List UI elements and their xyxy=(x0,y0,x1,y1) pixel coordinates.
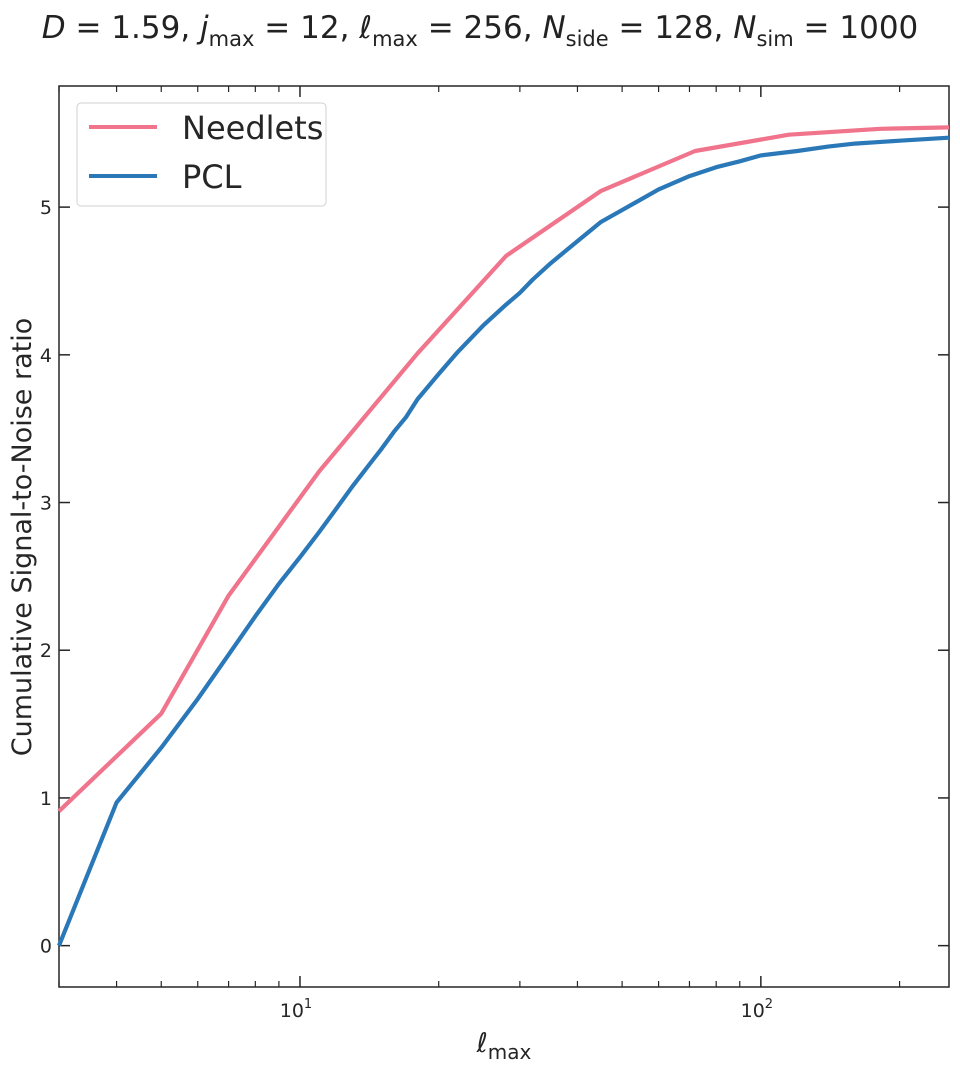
legend-label-needlets: Needlets xyxy=(182,109,323,147)
x-tick-label: 101 xyxy=(280,997,312,1022)
y-axis-label: Cumulative Signal-to-Noise ratio xyxy=(7,318,38,756)
title-nside-value: 128 xyxy=(654,10,713,46)
y-tick-label: 3 xyxy=(40,493,52,515)
title-nsim-value: 1000 xyxy=(839,10,918,46)
series-layer xyxy=(57,125,950,947)
legend: Needlets PCL xyxy=(76,102,327,207)
y-tick-label: 0 xyxy=(40,936,52,958)
series-line-pcl xyxy=(57,135,950,947)
plot-frame xyxy=(58,85,950,988)
title-jmax-value: 12 xyxy=(300,10,339,46)
title-d-value: 1.59 xyxy=(111,10,180,46)
x-tick-label: 102 xyxy=(741,997,773,1022)
y-tick-label: 2 xyxy=(40,640,52,662)
legend-label-pcl: PCL xyxy=(182,158,242,196)
title-lmax-value: 256 xyxy=(464,10,523,46)
chart-title: D = 1.59, jmax = 12, ℓmax = 256, Nside =… xyxy=(42,10,919,51)
y-tick-label: 4 xyxy=(40,345,52,367)
y-tick-label: 5 xyxy=(40,197,52,219)
x-axis-label: ℓmax xyxy=(476,1028,532,1064)
ticks-layer: 101 102 0 1 2 3 4 5 xyxy=(40,86,949,1022)
series-line-needlets xyxy=(57,125,950,813)
y-tick-label: 1 xyxy=(40,788,52,810)
